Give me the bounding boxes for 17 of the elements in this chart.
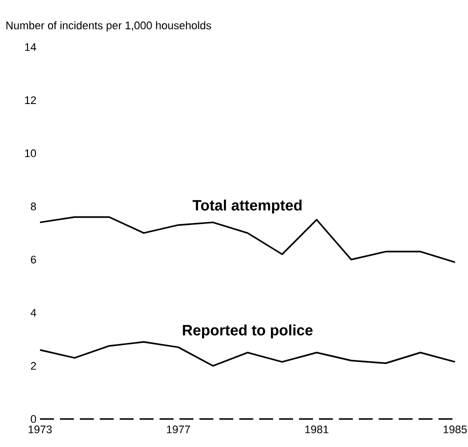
y-tick-label: 2 (30, 362, 36, 370)
x-tick-label: 1977 (166, 426, 190, 434)
y-axis-title: Number of incidents per 1,000 households (6, 21, 211, 32)
y-tick-label: 14 (25, 43, 36, 51)
y-tick-label: 6 (30, 256, 36, 264)
y-tick-label: 8 (30, 202, 36, 210)
x-tick-label: 1985 (444, 426, 467, 434)
x-tick-label: 1981 (305, 426, 328, 434)
x-tick-label: 1973 (28, 426, 52, 434)
line-series (39, 341, 456, 367)
y-tick-label: 10 (25, 149, 36, 158)
line-series (39, 216, 456, 264)
y-tick-label: 0 (30, 415, 36, 423)
y-tick-label: 12 (25, 96, 36, 104)
series-label: Total attempted (192, 200, 302, 214)
series-label: Reported to police (182, 324, 313, 338)
y-tick-label: 4 (30, 308, 36, 316)
